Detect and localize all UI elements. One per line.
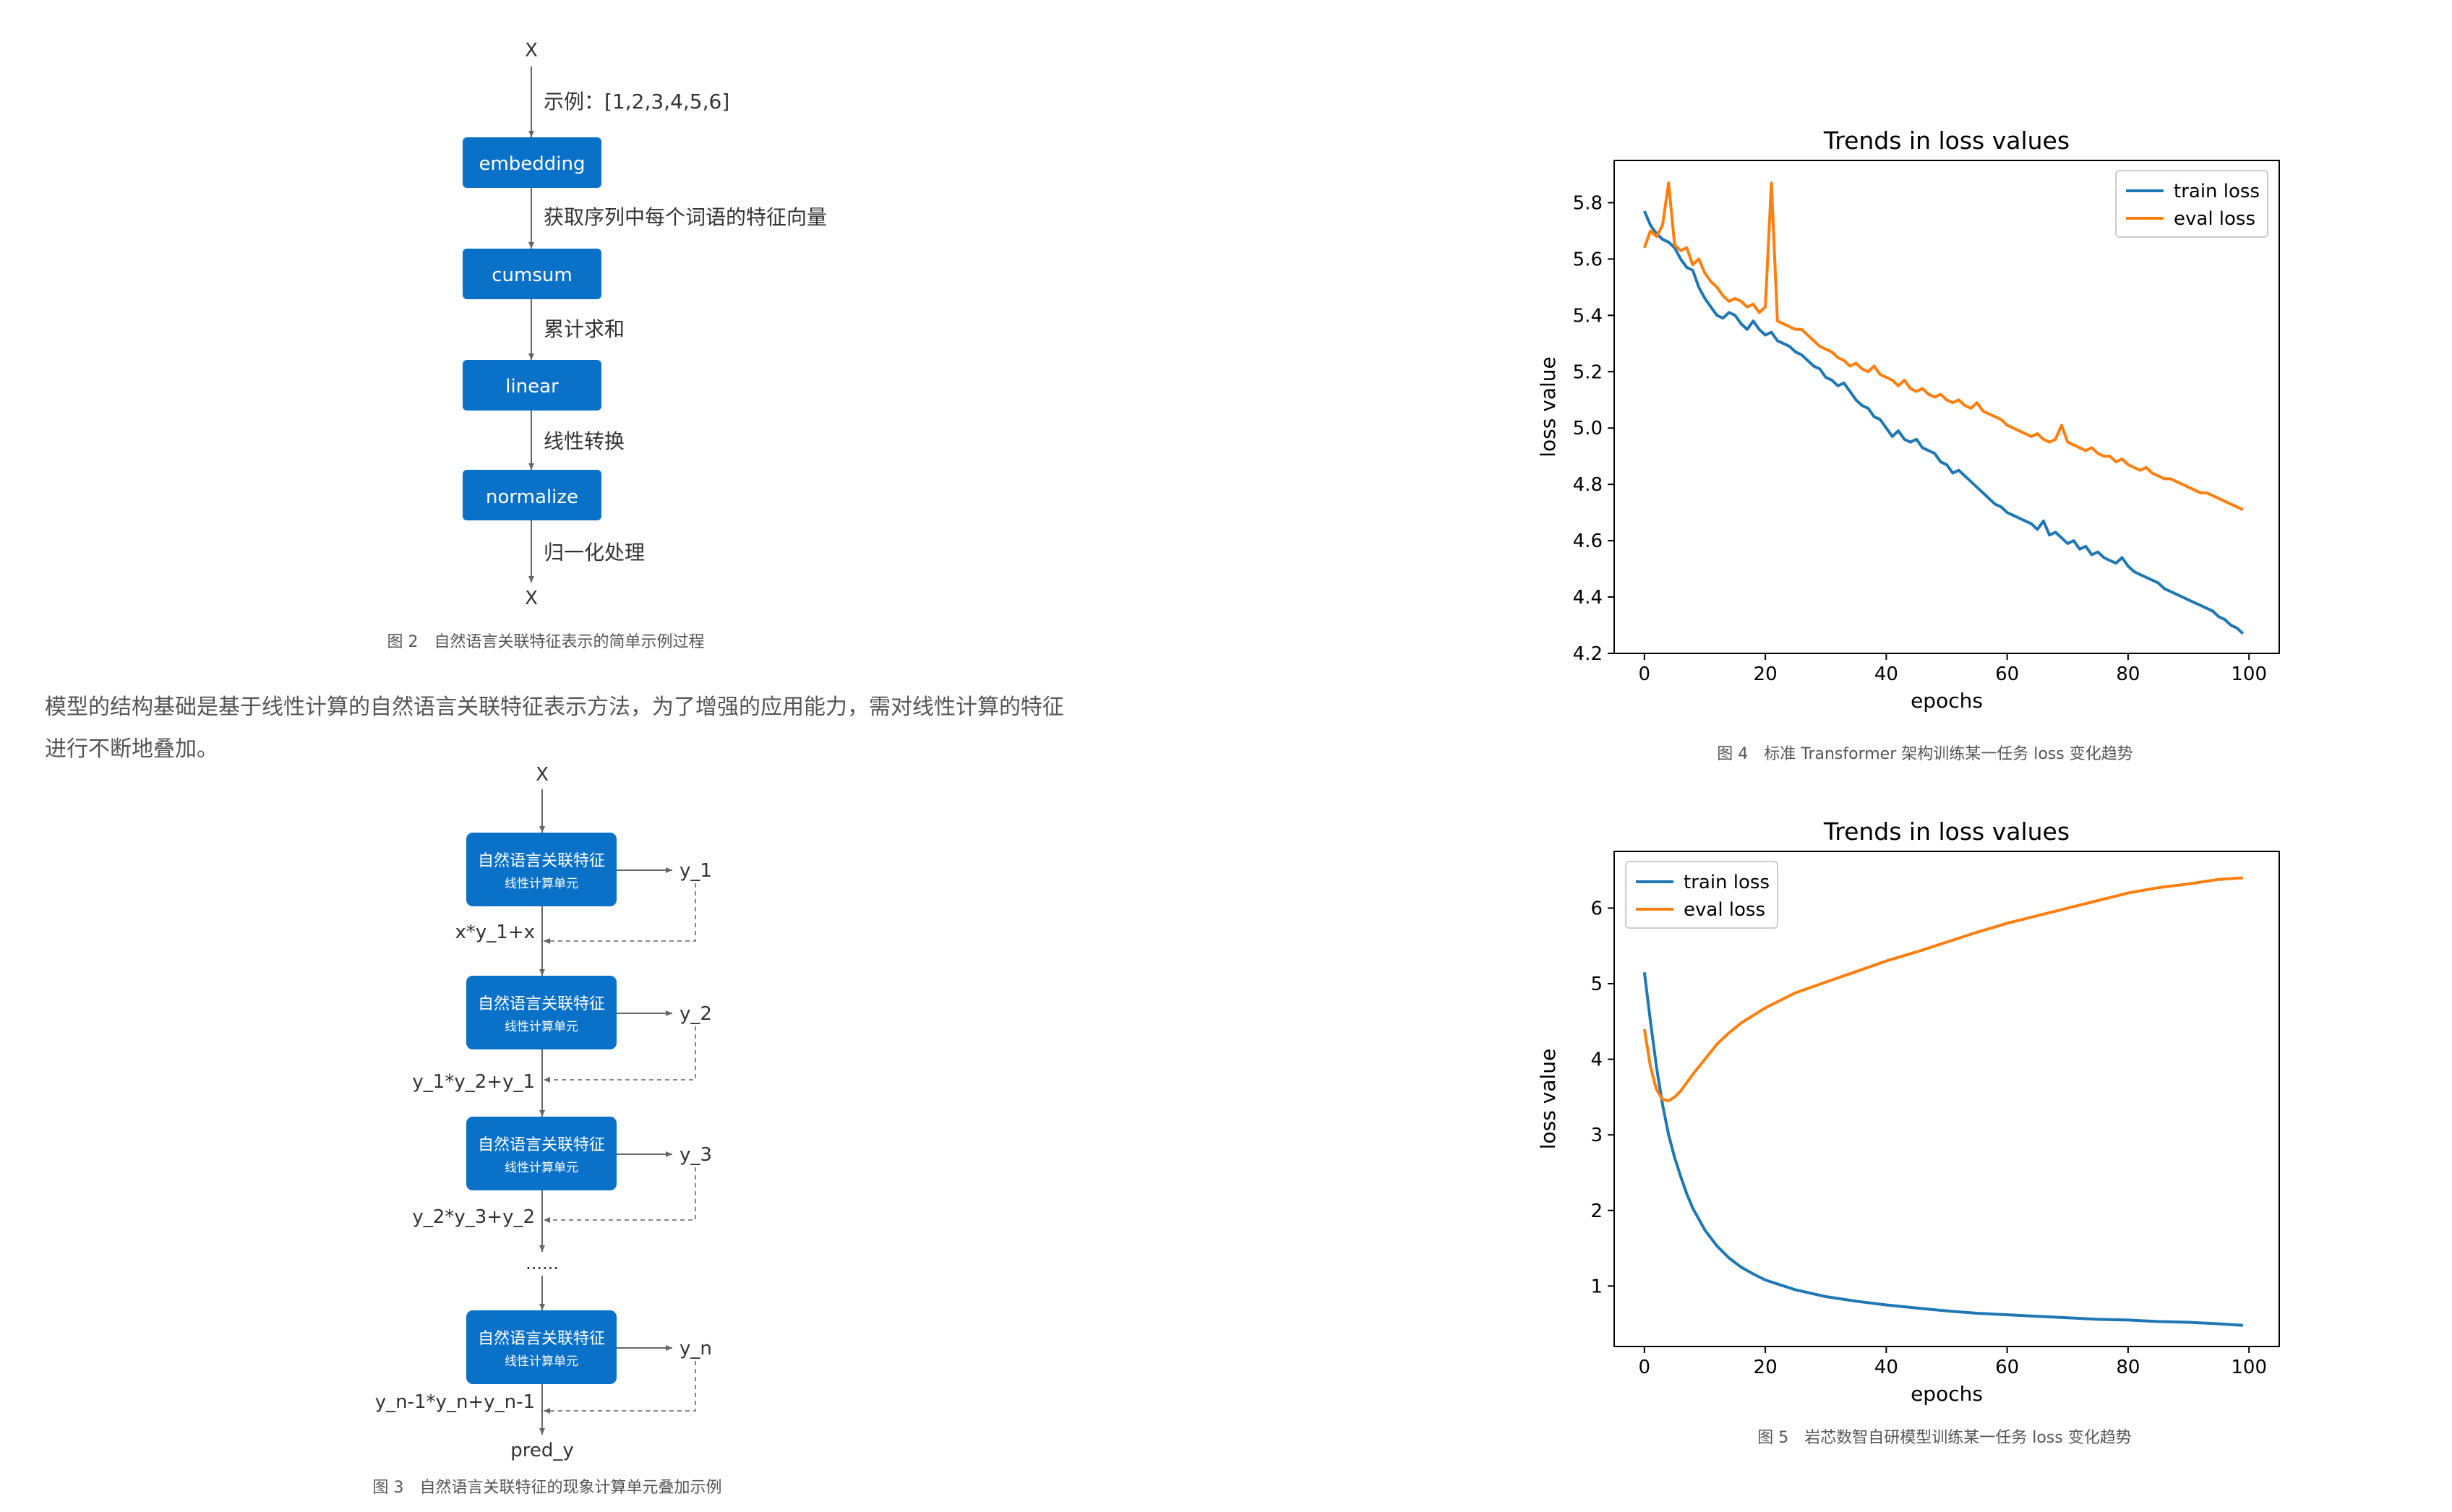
x-tick-label: 0: [1639, 663, 1651, 685]
fig3-unit-title: 自然语言关联特征: [478, 852, 605, 870]
fig2-box-label: normalize: [486, 486, 578, 508]
x-axis-label: epochs: [1911, 1382, 1983, 1406]
series-line-eval-loss: [1642, 181, 2244, 512]
fig3-ellipsis: ......: [526, 1253, 559, 1273]
fig2-edge-label-1: 示例：[1,2,3,4,5,6]: [544, 90, 729, 113]
fig3-feedback-line: [544, 1167, 696, 1223]
y-tick-label: 4: [1590, 1049, 1603, 1071]
fig3-combine-label: x*y_1+x: [455, 922, 536, 943]
figure-2-flowchart: X 示例：[1,2,3,4,5,6] embedding 获取序列中每个词语的特…: [387, 40, 828, 651]
x-tick-label: 100: [2231, 1357, 2267, 1378]
legend-box: [2115, 170, 2268, 238]
x-tick-label: 40: [1874, 663, 1898, 685]
fig3-caption: 图 3 自然语言关联特征的现象计算单元叠加示例: [373, 1479, 722, 1497]
fig2-box-linear: [463, 360, 601, 411]
fig3-unit-title: 自然语言关联特征: [478, 1136, 605, 1154]
legend-entry: train loss: [1684, 872, 1770, 893]
y-tick-label: 3: [1590, 1125, 1603, 1146]
fig4-caption: 图 4 标准 Transformer 架构训练某一任务 loss 变化趋势: [1717, 745, 2132, 763]
fig3-unit-subtitle: 线性计算单元: [505, 1020, 578, 1034]
body-paragraph: 模型的结构基础是基于线性计算的自然语言关联特征表示方法，为了增强的应用能力，需对…: [45, 695, 1064, 762]
series-line-train-loss: [1642, 972, 2243, 1327]
chart-fig4-loss: Trends in loss values 0 20 40 60 80 100 4.2 4.4 4…: [1536, 126, 2280, 713]
plot-frame: [1613, 160, 2280, 654]
chart-fig5-loss: Trends in loss values 0 20 40 60 80 100 1 2 3 4 5 6 e…: [1536, 817, 2280, 1406]
fig3-combine-label: y_1*y_2+y_1: [412, 1071, 535, 1093]
x-tick-label: 100: [2231, 663, 2267, 685]
series-line-eval-loss: [1642, 876, 2243, 1103]
legend-entry: train loss: [2174, 181, 2260, 202]
fig5-caption: 图 5 岩芯数智自研模型训练某一任务 loss 变化趋势: [1757, 1429, 2131, 1447]
x-tick-label: 60: [1995, 1357, 2019, 1378]
fig3-unit-subtitle: 线性计算单元: [505, 1161, 578, 1175]
x-tick-label: 80: [2116, 1357, 2140, 1378]
fig3-output-label: y_2: [680, 1003, 712, 1025]
fig2-box-normalize: [463, 470, 601, 520]
legend-entry: eval loss: [2174, 208, 2255, 230]
fig3-output-label: y_3: [680, 1144, 712, 1166]
fig2-box-label: linear: [505, 376, 559, 398]
fig3-unit-title: 自然语言关联特征: [478, 995, 605, 1013]
fig3-combine-label: y_n-1*y_n+y_n-1: [375, 1391, 535, 1413]
fig3-unit-2: [466, 976, 617, 1049]
y-tick-label: 5: [1590, 974, 1603, 995]
y-tick-label: 2: [1590, 1200, 1603, 1222]
legend-box: [1625, 861, 1778, 929]
fig3-feedback-line: [544, 1361, 696, 1414]
fig2-edge-label-4: 线性转换: [544, 429, 625, 453]
fig3-final-label: pred_y: [510, 1440, 574, 1461]
y-tick-label: 5.6: [1573, 249, 1603, 270]
chart-title: Trends in loss values: [1823, 817, 2070, 846]
fig3-output-label: y_1: [680, 860, 712, 882]
fig3-unit-1: [466, 833, 617, 906]
fig3-combine-label: y_2*y_3+y_2: [412, 1206, 535, 1228]
fig3-output-label: y_n: [680, 1338, 712, 1359]
fig3-unit-subtitle: 线性计算单元: [505, 1354, 578, 1369]
y-tick-label: 4.8: [1573, 474, 1603, 496]
fig2-bottom-label: X: [525, 588, 538, 609]
fig2-box-label: embedding: [479, 153, 585, 175]
x-tick-label: 60: [1995, 663, 2019, 685]
chart-title: Trends in loss values: [1823, 126, 2070, 155]
y-tick-label: 5.0: [1573, 418, 1603, 439]
fig2-box-label: cumsum: [492, 265, 572, 286]
fig2-caption: 图 2 自然语言关联特征表示的简单示例过程: [387, 633, 705, 651]
x-axis-label: epochs: [1911, 689, 1983, 713]
series-line-train-loss: [1642, 210, 2245, 635]
y-tick-label: 5.4: [1573, 305, 1603, 327]
y-tick-label: 4.2: [1573, 643, 1603, 665]
x-tick-label: 20: [1754, 663, 1778, 685]
fig3-top-label: X: [536, 764, 549, 786]
y-tick-label: 5.8: [1573, 192, 1603, 214]
y-tick-label: 4.6: [1573, 531, 1603, 552]
y-tick-label: 1: [1590, 1276, 1603, 1297]
fig2-box-embedding: [463, 137, 601, 188]
fig2-top-label: X: [525, 40, 538, 61]
fig3-unit-3: [466, 1117, 617, 1190]
fig2-edge-label-2: 获取序列中每个词语的特征向量: [544, 205, 827, 229]
fig3-unit-title: 自然语言关联特征: [478, 1330, 605, 1348]
fig3-feedback-line: [544, 883, 696, 944]
x-tick-label: 20: [1754, 1357, 1778, 1378]
y-tick-label: 4.4: [1573, 587, 1603, 609]
fig3-feedback-line: [544, 1026, 696, 1083]
fig2-box-cumsum: [463, 249, 601, 299]
fig2-edge-label-3: 累计求和: [544, 317, 625, 341]
fig2-edge-label-5: 归一化处理: [544, 541, 645, 564]
legend-entry: eval loss: [1684, 899, 1765, 921]
x-tick-label: 80: [2116, 663, 2140, 685]
fig3-unit-n: [466, 1310, 617, 1384]
y-tick-label: 6: [1590, 898, 1603, 919]
y-tick-label: 5.2: [1573, 361, 1603, 383]
plot-frame: [1613, 851, 2280, 1347]
fig3-unit-subtitle: 线性计算单元: [505, 877, 578, 891]
x-tick-label: 0: [1639, 1357, 1651, 1378]
figure-3-stack-diagram: X 自然语言关联特征 线性计算单元 y_1 x*y_1+x 自然语言关联特征 线…: [373, 764, 722, 1497]
y-axis-label: loss value: [1536, 356, 1560, 457]
x-tick-label: 40: [1874, 1357, 1898, 1378]
y-axis-label: loss value: [1536, 1049, 1560, 1149]
